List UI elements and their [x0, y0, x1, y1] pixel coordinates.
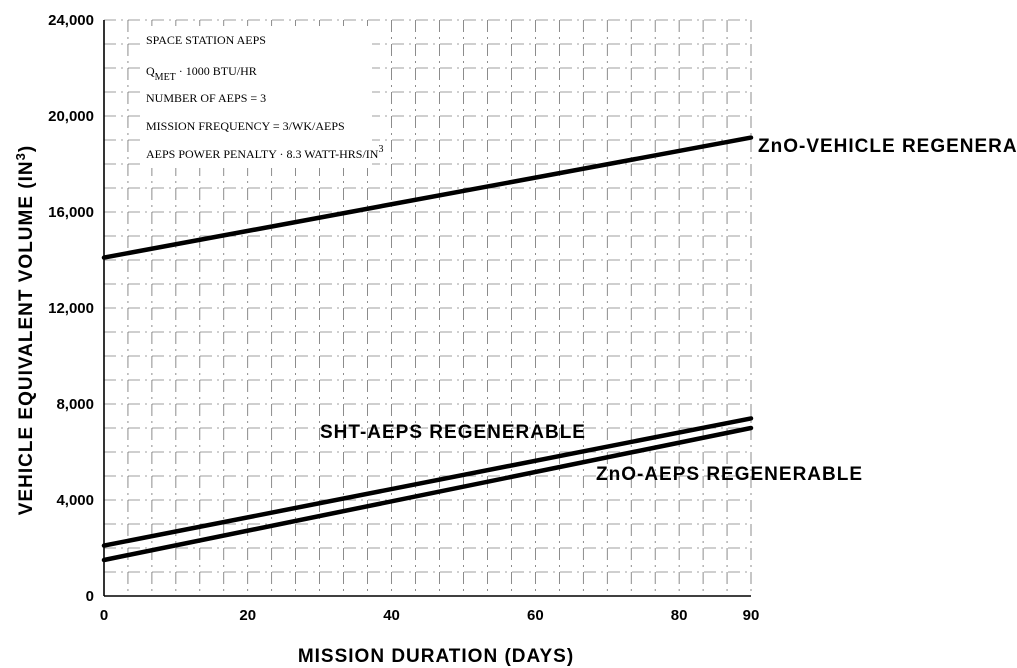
tick-labels: 0 20 40 60 80 90 0 4,000 8,000 12,000 16,000 20,000…: [48, 12, 759, 624]
series-line-3: [101, 425, 754, 563]
x-axis-title: MISSION DURATION (DAYS): [298, 646, 574, 667]
x-tick-label: 0: [100, 607, 108, 624]
series-line-2: [101, 416, 754, 548]
legend-line-1: SPACE STATION AEPS: [146, 33, 266, 47]
y-tick-label: 16,000: [48, 204, 94, 221]
legend-line-4: MISSION FREQUENCY = 3/WK/AEPS: [146, 119, 345, 133]
legend-annotation: SPACE STATION AEPS QMET · 1000 BTU/HR NU…: [140, 26, 383, 168]
y-tick-label: 0: [86, 588, 94, 605]
series-label-sht-aeps: SHT-AEPS REGENERABLE: [320, 422, 586, 443]
series-label-zno-vehicle: ZnO-VEHICLE REGENERABLE: [758, 136, 1017, 157]
x-tick-label: 80: [671, 607, 688, 624]
legend-line-3: NUMBER OF AEPS = 3: [146, 91, 266, 105]
legend-line-2: QMET · 1000 BTU/HR: [146, 64, 257, 83]
series-lines: [101, 135, 754, 563]
x-tick-label: 90: [743, 607, 760, 624]
x-tick-label: 20: [239, 607, 256, 624]
legend-line-5: AEPS POWER PENALTY · 8.3 WATT-HRS/IN3: [146, 144, 383, 161]
y-tick-label: 8,000: [56, 396, 94, 413]
y-tick-label: 20,000: [48, 108, 94, 125]
series-line-1: [101, 135, 754, 260]
y-tick-label: 4,000: [56, 492, 94, 509]
y-axis-title: VEHICLE EQUIVALENT VOLUME (IN3): [13, 145, 37, 515]
x-tick-label: 60: [527, 607, 544, 624]
series-label-zno-aeps: ZnO-AEPS REGENERABLE: [596, 464, 863, 485]
y-tick-label: 12,000: [48, 300, 94, 317]
x-tick-label: 40: [383, 607, 400, 624]
y-tick-label: 24,000: [48, 12, 94, 29]
axes: [103, 20, 751, 597]
